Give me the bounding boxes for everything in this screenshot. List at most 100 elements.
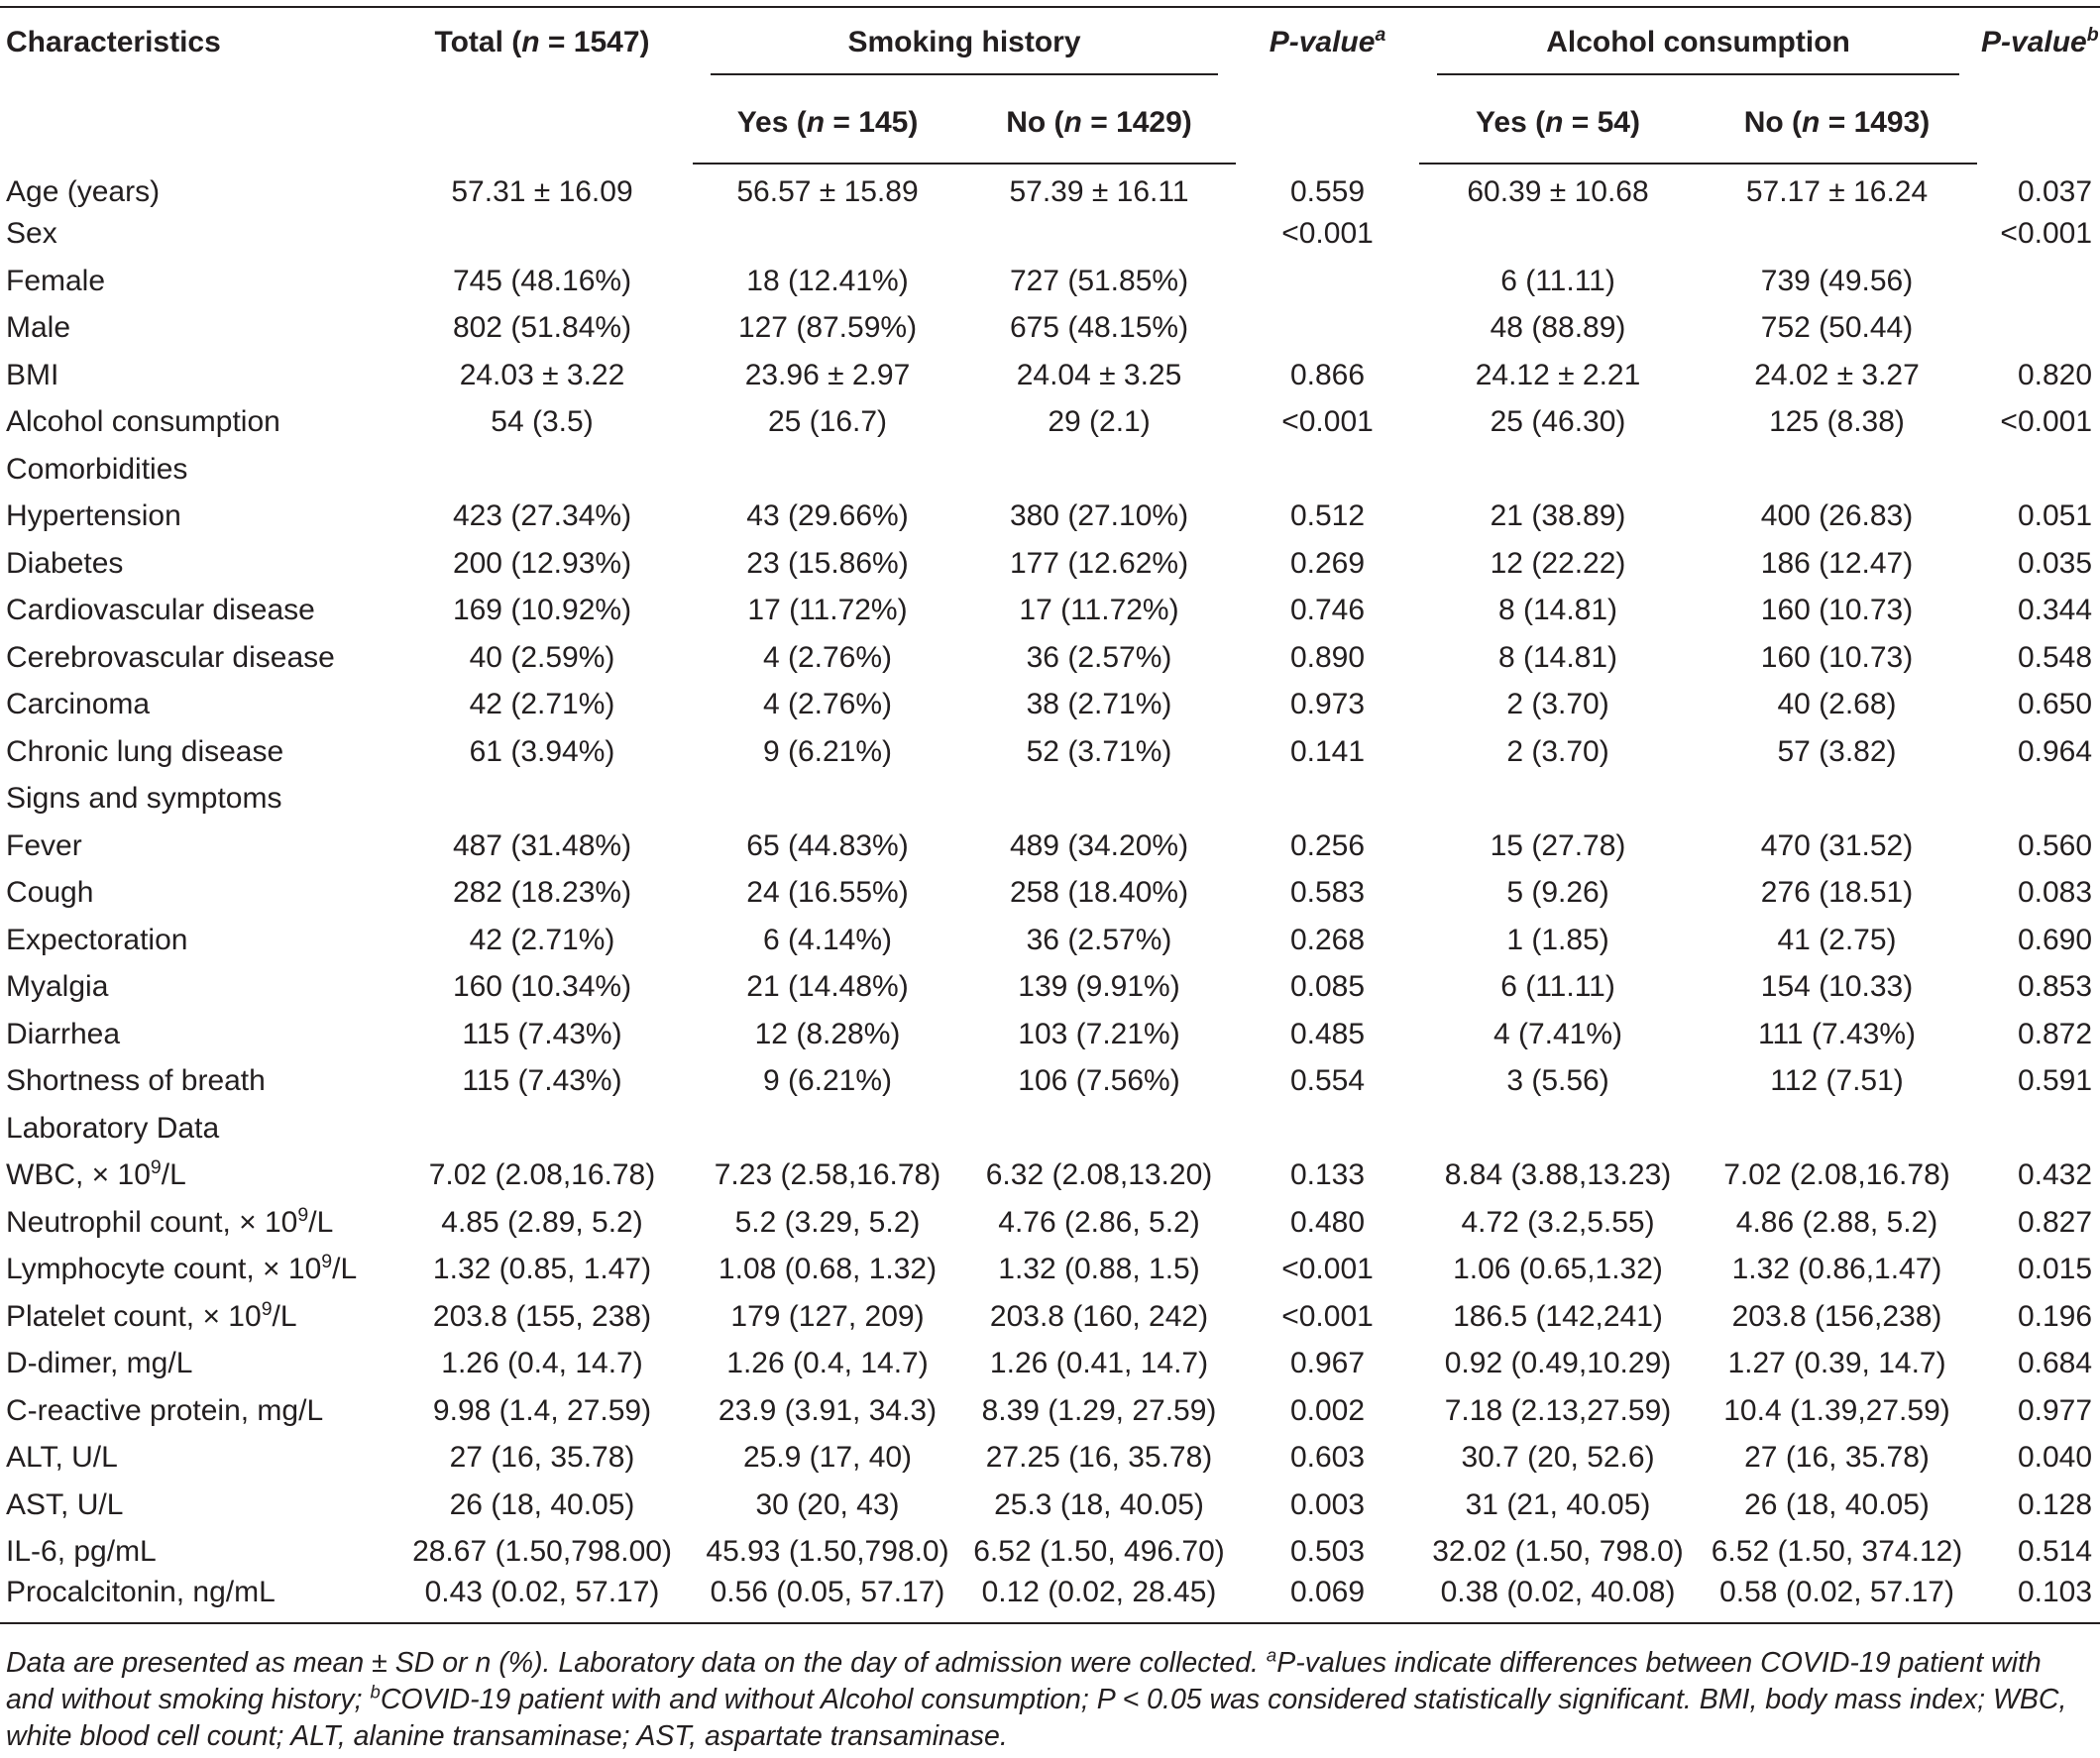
row-label: Cardiovascular disease [0, 588, 391, 635]
cell-alc-yes: 21 (38.89) [1490, 499, 1626, 533]
table-row: D-dimer, mg/L 1.26 (0.4, 14.7) 1.26 (0.4, … [0, 1341, 2100, 1388]
table-row: Laboratory Data [0, 1105, 2100, 1153]
cell-p-b: 0.015 [2017, 1253, 2093, 1286]
cell-alc-no: 112 (7.51) [1770, 1064, 1904, 1098]
row-label-text: Age (years) [6, 174, 161, 208]
cell-smoke-no [962, 446, 1236, 494]
row-label: WBC, × 109/L [0, 1153, 391, 1200]
table-row: Female 745 (48.16%) 18 (12.41%) 727 (51.85%… [0, 258, 2100, 305]
table-header: Characteristics Total (n = 1547) Smoking… [0, 6, 2100, 165]
table-row: Procalcitonin, ng/mL 0.43 (0.02, 57.17) 0.… [0, 1576, 2100, 1624]
cell-p-b [1977, 258, 2100, 305]
cell-smoke-no: 1.32 (0.88, 1.5) [998, 1253, 1200, 1286]
cell-smoke-no: 36 (2.57%) [1026, 640, 1172, 674]
cell-alc-no [1697, 446, 1977, 494]
cell-total: 423 (27.34%) [452, 499, 632, 533]
cell-smoke-no: 380 (27.10%) [1009, 499, 1189, 533]
table-row: AST, U/L 26 (18, 40.05) 30 (20, 43) 25.3 (1… [0, 1482, 2100, 1529]
header-alcohol-group: Alcohol consumption [1419, 6, 1978, 82]
cell-smoke-no: 38 (2.71%) [1026, 688, 1172, 721]
table-row: C-reactive protein, mg/L 9.98 (1.4, 27.59… [0, 1387, 2100, 1435]
cell-p-b: 0.128 [2017, 1487, 2093, 1521]
cell-total [391, 211, 693, 259]
cell-p-b: 0.690 [2017, 923, 2093, 956]
cell-p-a [1236, 258, 1419, 305]
cell-p-b: 0.035 [2017, 546, 2093, 580]
cell-alc-yes: 12 (22.22) [1490, 546, 1626, 580]
cell-p-a: 0.603 [1289, 1441, 1366, 1475]
row-label-text: Shortness of breath [6, 1064, 266, 1098]
row-label: IL-6, pg/mL [0, 1529, 391, 1577]
table-row: Fever 487 (31.48%) 65 (44.83%) 489 (34.20%)… [0, 823, 2100, 870]
footnote-part1: Data are presented as mean ± SD or n (%)… [6, 1647, 1267, 1679]
cell-smoke-no: 36 (2.57%) [1026, 923, 1172, 956]
cell-p-a: 0.866 [1289, 358, 1366, 391]
row-label: Carcinoma [0, 682, 391, 729]
cell-total: 42 (2.71%) [469, 688, 615, 721]
table-row: Cardiovascular disease 169 (10.92%) 17 (11… [0, 588, 2100, 635]
table-body: Age (years) 57.31 ± 16.09 56.57 ± 15.89 57.… [0, 164, 2100, 1624]
cell-alc-yes: 0.38 (0.02, 40.08) [1419, 1576, 1698, 1624]
cell-smoke-no: 8.39 (1.29, 27.59) [981, 1393, 1217, 1427]
cell-alc-no: 186 (12.47) [1760, 546, 1914, 580]
cell-alc-no: 276 (18.51) [1760, 876, 1914, 910]
row-label-text: Lymphocyte count, × 10 [6, 1253, 322, 1286]
row-label: Expectoration [0, 917, 391, 964]
cell-smoke-yes [693, 1105, 962, 1153]
cell-total [391, 776, 693, 824]
row-label: Shortness of breath [0, 1058, 391, 1106]
cell-p-b [1977, 776, 2100, 824]
row-label: Female [0, 258, 391, 305]
cell-p-a [1236, 446, 1419, 494]
cell-total: 115 (7.43%) [462, 1064, 622, 1098]
table-row: Diarrhea 115 (7.43%) 12 (8.28%) 103 (7.21%)… [0, 1011, 2100, 1058]
cell-smoke-yes: 9 (6.21%) [762, 734, 893, 768]
row-label-text: Laboratory Data [6, 1111, 220, 1145]
cell-p-b: 0.964 [2017, 734, 2093, 768]
cell-alc-no: 27 (16, 35.78) [1744, 1441, 1930, 1475]
cell-alc-yes: 30.7 (20, 52.6) [1461, 1441, 1655, 1475]
cell-alc-no: 10.4 (1.39,27.59) [1723, 1393, 1950, 1427]
cell-alc-no: 203.8 (156,238) [1731, 1299, 1942, 1333]
cell-alc-no: 1.27 (0.39, 14.7) [1727, 1347, 1946, 1380]
cell-smoke-no: 52 (3.71%) [1026, 734, 1172, 768]
cell-total: 203.8 (155, 238) [432, 1299, 652, 1333]
table-row: Platelet count, × 109/L 203.8 (155, 238) 1… [0, 1293, 2100, 1341]
cell-smoke-yes [693, 446, 962, 494]
row-label: BMI [0, 352, 391, 399]
cell-p-a: 0.480 [1289, 1205, 1366, 1239]
cell-total: 7.02 (2.08,16.78) [428, 1158, 656, 1192]
footnote-part3: COVID-19 patient with and without Alcoho… [6, 1684, 2067, 1752]
table-row: Expectoration 42 (2.71%) 6 (4.14%) 36 (2.57… [0, 917, 2100, 964]
cell-smoke-no: 4.76 (2.86, 5.2) [998, 1205, 1200, 1239]
table-row: Comorbidities [0, 446, 2100, 494]
cell-p-a: 0.973 [1289, 688, 1366, 721]
footnote-sup-b: b [370, 1681, 381, 1703]
cell-p-b: 0.827 [2017, 1205, 2093, 1239]
row-label-text: Sex [6, 217, 57, 251]
row-label-unit: /L [272, 1299, 297, 1333]
cell-p-a: 0.485 [1289, 1017, 1366, 1050]
row-label-text: Chronic lung disease [6, 734, 284, 768]
cell-smoke-yes: 24 (16.55%) [746, 876, 909, 910]
cell-total: 1.32 (0.85, 1.47) [432, 1253, 652, 1286]
header-pvalue-b: P-valueb [1977, 6, 2100, 164]
row-label-text: Expectoration [6, 923, 188, 956]
cell-total: 4.85 (2.89, 5.2) [441, 1205, 643, 1239]
cell-p-b: 0.432 [2017, 1158, 2093, 1192]
header-total-text: Total (n = 1547) [434, 26, 650, 58]
row-label-exponent: 9 [261, 1297, 273, 1320]
cell-total: 9.98 (1.4, 27.59) [432, 1393, 652, 1427]
cell-alc-yes [1419, 776, 1697, 824]
cell-total: 24.03 ± 3.22 [459, 358, 625, 391]
row-label-text: Female [6, 264, 106, 297]
cell-total: 1.26 (0.4, 14.7) [441, 1347, 643, 1380]
cell-smoke-no: 29 (2.1) [1048, 405, 1151, 439]
cell-smoke-yes: 30 (20, 43) [755, 1487, 900, 1521]
row-label-text: Cerebrovascular disease [6, 640, 335, 674]
cell-smoke-no: 139 (9.91%) [1018, 970, 1180, 1004]
row-label-text: Neutrophil count, × 10 [6, 1205, 298, 1239]
cell-p-b: 0.037 [2017, 174, 2093, 208]
row-label-text: D-dimer, mg/L [6, 1347, 193, 1380]
row-label-exponent: 9 [150, 1156, 162, 1179]
